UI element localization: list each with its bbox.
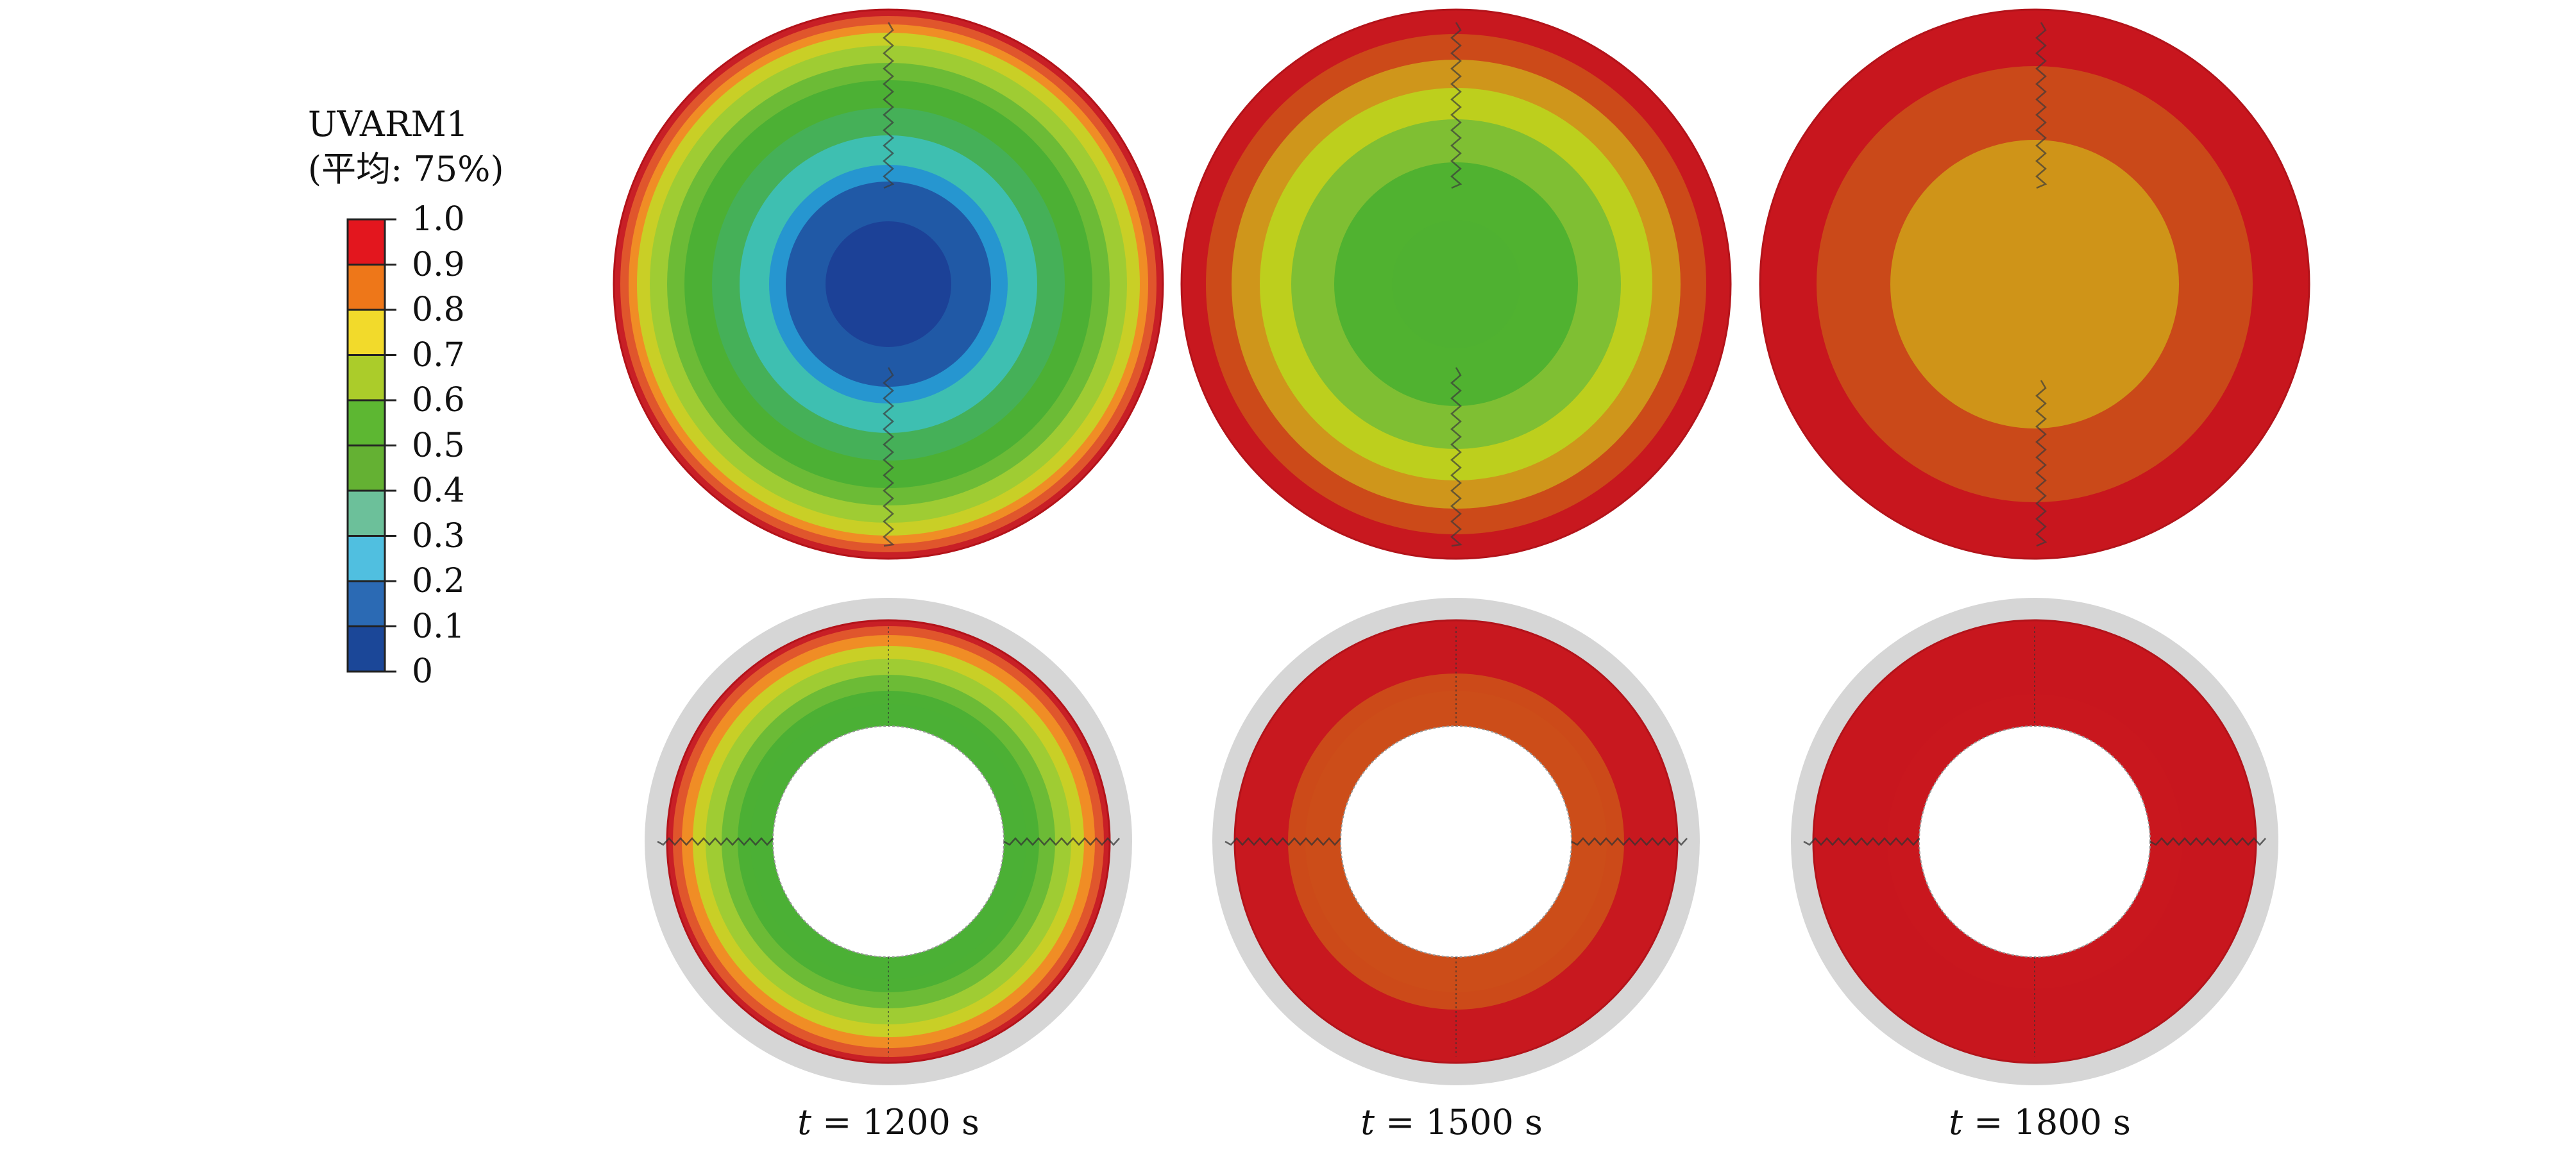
legend-tick-label: 0.6: [412, 381, 465, 419]
solid-cylinder-row: [613, 8, 2310, 560]
legend-band: [348, 445, 385, 491]
crack-line: [1003, 837, 1120, 846]
legend-band: [348, 536, 385, 581]
legend-band: [348, 219, 385, 265]
time-value: = 1800 s: [1974, 1102, 2131, 1142]
crack-line: [1803, 837, 1920, 846]
time-value: = 1200 s: [822, 1102, 979, 1142]
legend-tick-label: 0.5: [412, 426, 465, 465]
legend-band: [348, 310, 385, 355]
crack-line: [883, 22, 895, 189]
legend-tick-label: 0.4: [412, 471, 465, 510]
legend-band: [348, 355, 385, 400]
crack-line: [1450, 22, 1462, 189]
cylinder-outline: [1180, 8, 1732, 560]
contour-band: [1392, 220, 1520, 348]
time-label-1200: t = 1200 s: [797, 1102, 979, 1142]
legend-tick-label: 0.8: [412, 291, 465, 329]
crack-line: [2035, 380, 2047, 547]
legend-tick-label: 0.3: [412, 516, 465, 555]
legend-tick-label: 1.0: [412, 200, 465, 239]
inner-bore: [1340, 725, 1572, 958]
inner-bore: [1919, 725, 2151, 958]
crack-line: [2035, 22, 2047, 189]
time-label-1800: t = 1800 s: [1949, 1102, 2131, 1142]
contour-band: [826, 221, 951, 347]
crack-line: [1571, 837, 1688, 846]
time-variable: t: [1360, 1102, 1375, 1142]
time-variable: t: [797, 1102, 811, 1142]
legend-tick-label: 0.7: [412, 335, 465, 375]
crack-line: [2149, 837, 2266, 846]
legend-colorbar: [346, 218, 396, 673]
legend-tick-label: 0.1: [412, 607, 465, 646]
legend-tick-label: 0: [412, 652, 434, 691]
cylinder-outline: [613, 8, 1164, 560]
legend-tick-label: 0.9: [412, 245, 465, 284]
legend-band: [348, 400, 385, 446]
crack-line: [883, 367, 895, 547]
crack-line: [1450, 367, 1462, 547]
time-value: = 1500 s: [1385, 1102, 1543, 1142]
crack-line: [1224, 837, 1341, 846]
legend-tick-label: 0.2: [412, 562, 465, 600]
legend-title-line1: UVARM1: [308, 104, 469, 144]
legend-band: [348, 264, 385, 310]
hollow-cylinder-row: [645, 598, 2278, 1085]
cylinder-outline: [1759, 8, 2310, 560]
time-variable: t: [1949, 1102, 1963, 1142]
contour-band: [1890, 140, 2179, 428]
crack-line: [657, 837, 774, 846]
legend-title-line2: (平均: 75%): [308, 149, 504, 189]
time-label-1500: t = 1500 s: [1360, 1102, 1543, 1142]
legend-band: [348, 581, 385, 627]
legend-band: [348, 626, 385, 672]
legend-band: [348, 491, 385, 536]
inner-bore: [772, 725, 1004, 958]
